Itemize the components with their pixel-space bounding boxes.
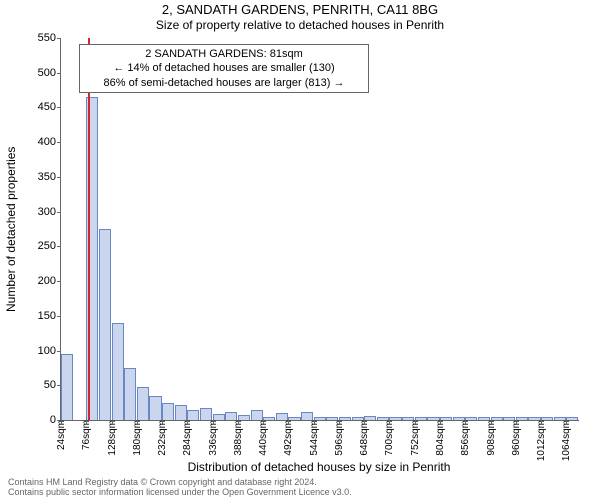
annotation-box: 2 SANDATH GARDENS: 81sqm ← 14% of detach…	[79, 44, 369, 93]
histogram-bar	[61, 354, 73, 420]
x-tick-label: 596sqm	[334, 420, 345, 461]
plot-area: 05010015020025030035040045050055024sqm76…	[60, 38, 579, 421]
y-axis-label: Number of detached properties	[4, 38, 18, 420]
x-tick-mark	[162, 420, 163, 424]
x-tick-mark	[440, 420, 441, 424]
y-tick-mark	[57, 73, 61, 74]
x-tick-mark	[288, 420, 289, 424]
y-tick-mark	[57, 38, 61, 39]
x-tick-label: 700sqm	[384, 420, 395, 461]
x-tick-mark	[541, 420, 542, 424]
chart-title: 2, SANDATH GARDENS, PENRITH, CA11 8BG	[0, 2, 600, 17]
x-tick-mark	[187, 420, 188, 424]
x-tick-mark	[213, 420, 214, 424]
x-tick-mark	[491, 420, 492, 424]
x-tick-label: 24sqm	[56, 420, 67, 455]
x-tick-mark	[364, 420, 365, 424]
x-tick-mark	[86, 420, 87, 424]
x-tick-mark	[415, 420, 416, 424]
histogram-bar	[137, 387, 149, 420]
x-tick-label: 284sqm	[182, 420, 193, 461]
x-tick-label: 492sqm	[283, 420, 294, 461]
x-tick-label: 440sqm	[258, 420, 269, 461]
x-tick-mark	[339, 420, 340, 424]
histogram-bar	[200, 408, 212, 421]
x-tick-label: 232sqm	[157, 420, 168, 461]
annotation-line1: 2 SANDATH GARDENS: 81sqm	[84, 47, 364, 61]
histogram-bar	[149, 396, 161, 420]
chart-subtitle: Size of property relative to detached ho…	[0, 18, 600, 32]
histogram-bar	[175, 405, 187, 420]
histogram-bar	[301, 412, 313, 420]
x-tick-label: 180sqm	[132, 420, 143, 461]
x-tick-label: 908sqm	[486, 420, 497, 461]
histogram-bar	[187, 410, 199, 420]
histogram-bar	[225, 412, 237, 420]
x-tick-mark	[389, 420, 390, 424]
y-tick-mark	[57, 212, 61, 213]
x-tick-label: 804sqm	[435, 420, 446, 461]
y-tick-mark	[57, 351, 61, 352]
x-tick-label: 752sqm	[410, 420, 421, 461]
x-tick-label: 128sqm	[107, 420, 118, 461]
y-tick-mark	[57, 107, 61, 108]
histogram-bar	[99, 229, 111, 420]
y-tick-mark	[57, 177, 61, 178]
footer-line2: Contains public sector information licen…	[8, 488, 352, 498]
x-tick-label: 544sqm	[309, 420, 320, 461]
x-tick-mark	[516, 420, 517, 424]
histogram-bar	[162, 403, 174, 420]
x-axis-label: Distribution of detached houses by size …	[60, 460, 578, 474]
x-tick-mark	[137, 420, 138, 424]
histogram-bar	[112, 323, 124, 420]
x-tick-mark	[465, 420, 466, 424]
annotation-line2: ← 14% of detached houses are smaller (13…	[84, 61, 364, 75]
histogram-bar	[276, 413, 288, 420]
x-tick-mark	[314, 420, 315, 424]
y-tick-mark	[57, 142, 61, 143]
footer-attribution: Contains HM Land Registry data © Crown c…	[8, 478, 352, 498]
annotation-line3: 86% of semi-detached houses are larger (…	[84, 76, 364, 90]
x-tick-label: 76sqm	[81, 420, 92, 455]
x-tick-label: 388sqm	[233, 420, 244, 461]
y-tick-mark	[57, 246, 61, 247]
x-tick-mark	[112, 420, 113, 424]
x-tick-mark	[61, 420, 62, 424]
x-tick-label: 856sqm	[460, 420, 471, 461]
histogram-bar	[251, 410, 263, 420]
x-tick-label: 960sqm	[511, 420, 522, 461]
x-tick-mark	[263, 420, 264, 424]
chart-container: 2, SANDATH GARDENS, PENRITH, CA11 8BG Si…	[0, 0, 600, 500]
y-tick-mark	[57, 281, 61, 282]
x-tick-mark	[566, 420, 567, 424]
x-tick-label: 648sqm	[359, 420, 370, 461]
x-tick-mark	[238, 420, 239, 424]
histogram-bar	[124, 368, 136, 420]
subject-marker-line	[88, 38, 90, 420]
y-tick-mark	[57, 316, 61, 317]
x-tick-label: 336sqm	[208, 420, 219, 461]
